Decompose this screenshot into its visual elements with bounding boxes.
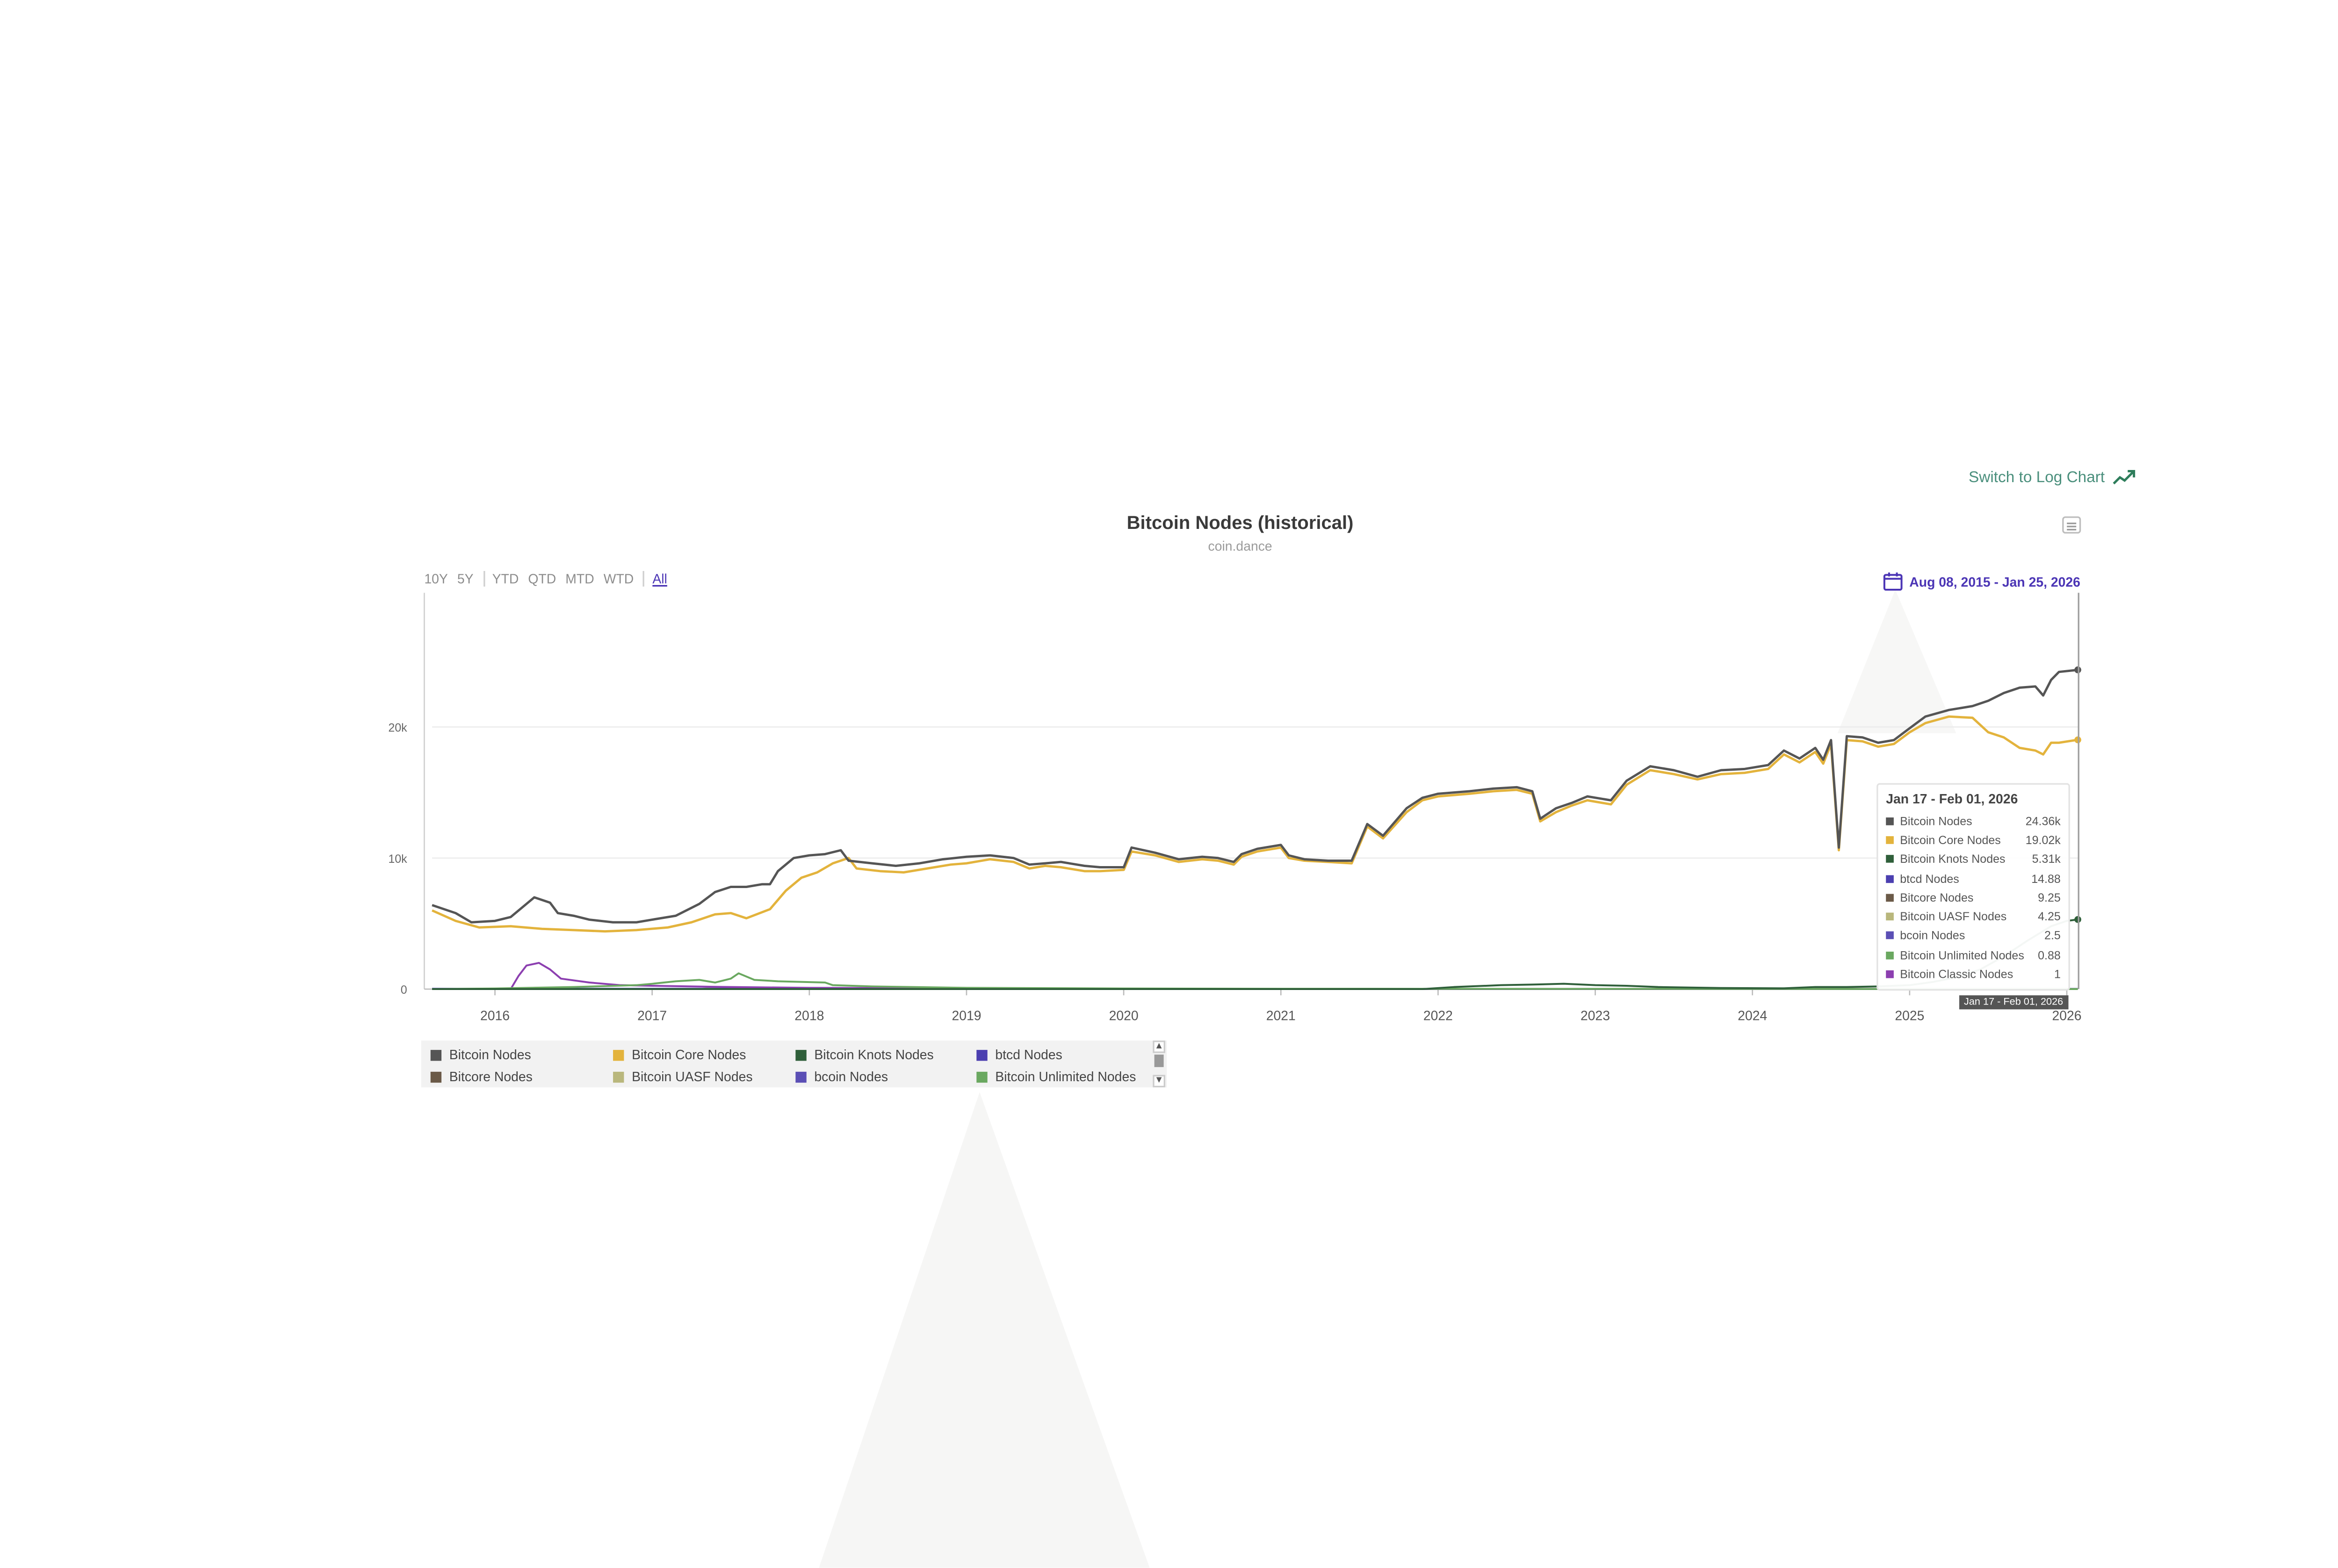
chart-legend: Bitcoin Nodes Bitcoin Core Nodes Bitcoin K… xyxy=(421,1041,1167,1087)
tooltip-series-name: Bitcoin Nodes xyxy=(1900,814,2025,828)
x-tick-label: 2019 xyxy=(952,1009,981,1024)
legend-item[interactable]: Bitcoin Nodes xyxy=(431,1047,531,1062)
legend-item[interactable]: btcd Nodes xyxy=(976,1047,1062,1062)
legend-label: Bitcoin UASF Nodes xyxy=(632,1069,752,1084)
scroll-down-icon[interactable]: ▼ xyxy=(1153,1075,1165,1088)
tooltip-series-value: 24.36k xyxy=(2026,814,2061,828)
x-tick-label: 2021 xyxy=(1266,1009,1296,1024)
x-tick-label: 2020 xyxy=(1109,1009,1139,1024)
series-line-bitcoin-classic-nodes[interactable] xyxy=(432,963,2078,989)
series-swatch xyxy=(1886,970,1894,978)
tooltip-series-value: 5.31k xyxy=(2032,852,2061,866)
series-swatch xyxy=(1886,913,1894,921)
legend-item[interactable]: Bitcore Nodes xyxy=(431,1069,533,1084)
tooltip-series-name: Bitcore Nodes xyxy=(1900,890,2038,904)
scroll-up-icon[interactable]: ▲ xyxy=(1153,1041,1165,1053)
x-tick-label: 2018 xyxy=(794,1009,824,1024)
x-tick-label: 2016 xyxy=(480,1009,510,1024)
tooltip-series-value: 9.25 xyxy=(2038,890,2061,904)
tooltip-series-value: 2.5 xyxy=(2044,929,2061,943)
tooltip-series-value: 1 xyxy=(2054,967,2061,981)
x-tick-label: 2024 xyxy=(1738,1009,1767,1024)
tooltip-series-value: 14.88 xyxy=(2031,871,2061,885)
legend-swatch xyxy=(795,1049,806,1060)
legend-label: Bitcoin Knots Nodes xyxy=(814,1047,933,1062)
y-tick-label: 20k xyxy=(388,722,407,735)
legend-swatch xyxy=(976,1049,987,1060)
legend-item[interactable]: Bitcoin Core Nodes xyxy=(613,1047,746,1062)
legend-label: Bitcoin Unlimited Nodes xyxy=(995,1069,1136,1084)
legend-swatch xyxy=(613,1049,624,1060)
series-swatch xyxy=(1886,932,1894,940)
crosshair-date-label: Jan 17 - Feb 01, 2026 xyxy=(1959,995,2068,1009)
tooltip-series-name: Bitcoin Classic Nodes xyxy=(1900,967,2054,981)
tooltip-series-name: Bitcoin Knots Nodes xyxy=(1900,852,2032,866)
series-line-bitcoin-nodes[interactable] xyxy=(432,670,2078,922)
y-tick-label: 0 xyxy=(401,983,407,997)
legend-scrollbar[interactable]: ▲ ▼ xyxy=(1153,1041,1165,1087)
series-swatch xyxy=(1886,817,1894,825)
legend-item[interactable]: Bitcoin Knots Nodes xyxy=(795,1047,933,1062)
legend-swatch xyxy=(976,1071,987,1082)
tooltip-series-name: btcd Nodes xyxy=(1900,871,2031,885)
legend-item[interactable]: Bitcoin UASF Nodes xyxy=(613,1069,753,1084)
legend-label: Bitcore Nodes xyxy=(449,1069,533,1084)
legend-swatch xyxy=(431,1049,441,1060)
x-tick-label: 2022 xyxy=(1423,1009,1453,1024)
tooltip-series-value: 0.88 xyxy=(2038,948,2061,962)
series-swatch xyxy=(1886,855,1894,863)
tooltip-title: Jan 17 - Feb 01, 2026 xyxy=(1886,791,2061,806)
tooltip-series-name: Bitcoin Unlimited Nodes xyxy=(1900,948,2038,962)
tooltip-series-name: Bitcoin Core Nodes xyxy=(1900,833,2025,847)
tooltip-series-name: Bitcoin UASF Nodes xyxy=(1900,910,2038,924)
tooltip-series-name: bcoin Nodes xyxy=(1900,929,2044,943)
series-swatch xyxy=(1886,836,1894,844)
legend-item[interactable]: Bitcoin Unlimited Nodes xyxy=(976,1069,1136,1084)
scroll-thumb[interactable] xyxy=(1155,1055,1164,1067)
series-swatch xyxy=(1886,874,1894,882)
legend-label: Bitcoin Nodes xyxy=(449,1047,531,1062)
tooltip-series-value: 19.02k xyxy=(2026,833,2061,847)
legend-item[interactable]: bcoin Nodes xyxy=(795,1069,888,1084)
y-tick-label: 10k xyxy=(388,853,407,866)
tooltip-series-value: 4.25 xyxy=(2038,910,2061,924)
series-swatch xyxy=(1886,951,1894,959)
x-tick-label: 2025 xyxy=(1895,1009,1924,1024)
x-tick-label: 2017 xyxy=(637,1009,667,1024)
legend-label: btcd Nodes xyxy=(995,1047,1062,1062)
series-swatch xyxy=(1886,894,1894,902)
series-line-bitcoin-knots-nodes[interactable] xyxy=(432,919,2078,989)
legend-swatch xyxy=(613,1071,624,1082)
legend-swatch xyxy=(795,1071,806,1082)
legend-label: Bitcoin Core Nodes xyxy=(632,1047,746,1062)
x-tick-label: 2023 xyxy=(1580,1009,1610,1024)
legend-swatch xyxy=(431,1071,441,1082)
legend-label: bcoin Nodes xyxy=(814,1069,888,1084)
x-tick-label: 2026 xyxy=(2052,1009,2081,1024)
